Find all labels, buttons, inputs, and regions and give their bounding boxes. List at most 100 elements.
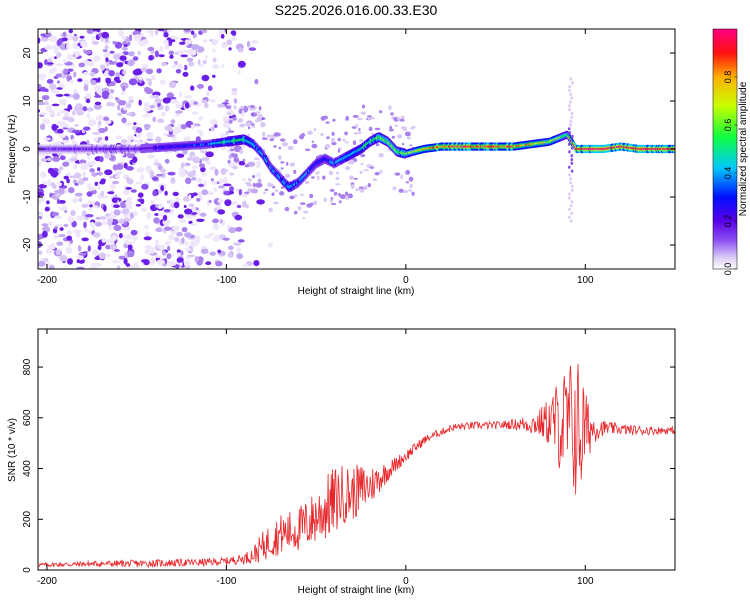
spectrogram-noise-blob: [246, 40, 251, 48]
spectrogram-noise-blob: [191, 111, 199, 115]
spectrogram-noise-blob: [153, 159, 159, 163]
spectrogram-noise-blob: [135, 181, 143, 185]
spectrogram-noise-blob: [411, 125, 416, 129]
spectrogram-noise-blob: [163, 32, 169, 38]
spectrogram-noise-blob: [79, 252, 87, 256]
spectrogram-noise-blob: [112, 180, 119, 185]
spectrogram-noise-blob: [200, 99, 208, 104]
spectrogram-noise-blob: [235, 226, 243, 232]
spectrogram-noise-blob: [130, 189, 137, 193]
spectrogram-streak: [568, 215, 571, 219]
spectrogram-noise-blob: [293, 210, 298, 215]
spectrogram-noise-blob: [262, 131, 266, 137]
spectrogram-noise-blob: [257, 114, 263, 119]
spectrogram-noise-blob: [253, 183, 257, 186]
spectrogram-streak: [568, 104, 571, 108]
spectrogram-noise-blob: [113, 249, 120, 252]
spectrogram-noise-blob: [244, 164, 250, 168]
spectrogram-noise-blob: [127, 152, 136, 159]
spectrogram-noise-blob: [56, 112, 61, 117]
spectrogram-noise-blob: [268, 183, 274, 188]
spectrogram-noise-blob: [229, 148, 235, 152]
spectrogram-noise-blob: [104, 136, 109, 141]
spectrogram-noise-blob: [171, 39, 176, 43]
spectrogram-noise-blob: [59, 227, 64, 231]
spectrogram-noise-blob: [70, 210, 76, 216]
spectrogram-noise-blob: [151, 74, 156, 81]
spectrogram-noise-blob: [52, 156, 61, 162]
spectrogram-streak: [570, 111, 574, 116]
spectrogram-noise-blob: [203, 180, 207, 187]
spectrogram-noise-blob: [44, 45, 53, 51]
spectrogram-noise-blob: [120, 36, 127, 40]
spectrogram-noise-blob: [123, 257, 128, 265]
spectrogram-noise-blob: [52, 67, 57, 73]
spectrogram-noise-blob: [177, 214, 184, 219]
spectrogram-noise-blob: [190, 49, 197, 56]
spectrogram-noise-blob: [299, 193, 304, 196]
spectrogram-noise-blob: [356, 117, 363, 121]
spectrogram-noise-blob: [217, 185, 225, 189]
spectrogram-noise-blob: [179, 91, 182, 98]
spectrogram-noise-blob: [182, 71, 189, 77]
spectrogram-noise-blob: [193, 123, 201, 127]
spectrogram-noise-blob: [233, 242, 242, 246]
spectrogram-noise-blob: [234, 214, 243, 221]
spectrogram-noise-blob: [164, 105, 170, 112]
spectrogram-noise-blob: [71, 110, 76, 116]
spectrogram-noise-blob: [163, 40, 170, 45]
spectrogram-noise-blob: [233, 105, 237, 110]
spectrogram-noise-blob: [168, 234, 175, 241]
spectrogram-noise-blob: [219, 219, 223, 224]
spectrogram-noise-blob: [205, 261, 212, 266]
spectrogram-noise-blob: [227, 112, 232, 116]
spectrogram-noise-blob: [360, 154, 366, 158]
spectrogram-streak: [570, 154, 574, 158]
spectrogram-noise-blob: [160, 111, 167, 117]
spectrogram-noise-blob: [140, 199, 145, 205]
spectrogram-noise-blob: [140, 67, 148, 72]
spectrogram-noise-blob: [157, 259, 166, 266]
spectrogram-noise-blob: [400, 126, 407, 130]
colorbar-tick-label: 0.0: [723, 263, 733, 276]
spectrogram-noise-blob: [273, 201, 279, 205]
spectrogram-noise-blob: [128, 51, 135, 57]
spectrogram-noise-blob: [102, 220, 107, 225]
spectrogram-x-ticks: -200 -100 0 100: [37, 29, 594, 286]
spectrogram-noise-blob: [69, 157, 78, 162]
spectrogram-noise-blob: [260, 122, 266, 128]
spectrogram-noise-blob: [223, 183, 232, 187]
spectrogram-noise-blob: [97, 167, 101, 172]
spectrogram-noise-blob: [252, 125, 256, 128]
spectrogram-noise-blob: [330, 197, 334, 200]
spectrogram-noise-blob: [224, 199, 232, 207]
spectrogram-noise-blob: [77, 245, 81, 252]
spectrogram-noise-blob: [115, 163, 124, 170]
spectrogram-streak: [570, 169, 574, 173]
spectrogram-noise-blob: [91, 40, 99, 45]
spectrogram-noise-blob: [353, 177, 358, 180]
spectrogram-streak: [568, 85, 572, 89]
spectrogram-noise-blob: [144, 231, 150, 237]
spectrogram-noise-blob: [237, 47, 244, 53]
spectrogram-noise-blob: [115, 174, 120, 179]
spectrogram-noise-blob: [337, 137, 341, 142]
spectrogram-noise-blob: [194, 255, 199, 263]
spectrogram-noise-blob: [180, 124, 187, 130]
spectrogram-noise-blob: [129, 212, 135, 219]
spectrogram-noise-blob: [163, 209, 172, 213]
spectrogram-noise-blob: [363, 169, 369, 172]
spectrogram-noise-blob: [242, 178, 246, 182]
spectrogram-noise-blob: [176, 257, 184, 264]
spectrogram-noise-blob: [157, 212, 164, 216]
spectrogram-noise-blob: [151, 176, 159, 181]
spectrogram-noise-blob: [174, 236, 180, 242]
spectrogram-noise-blob: [113, 224, 122, 231]
spectrogram-noise-blob: [357, 131, 362, 135]
spectrogram-noise-blob: [109, 89, 115, 94]
y-tick-label: 200: [22, 510, 33, 527]
spectrogram-noise-blob: [360, 162, 364, 166]
spectrogram-noise-blob: [307, 130, 313, 135]
spectrogram-noise-blob: [146, 131, 154, 139]
spectrogram-noise-blob: [344, 141, 349, 144]
